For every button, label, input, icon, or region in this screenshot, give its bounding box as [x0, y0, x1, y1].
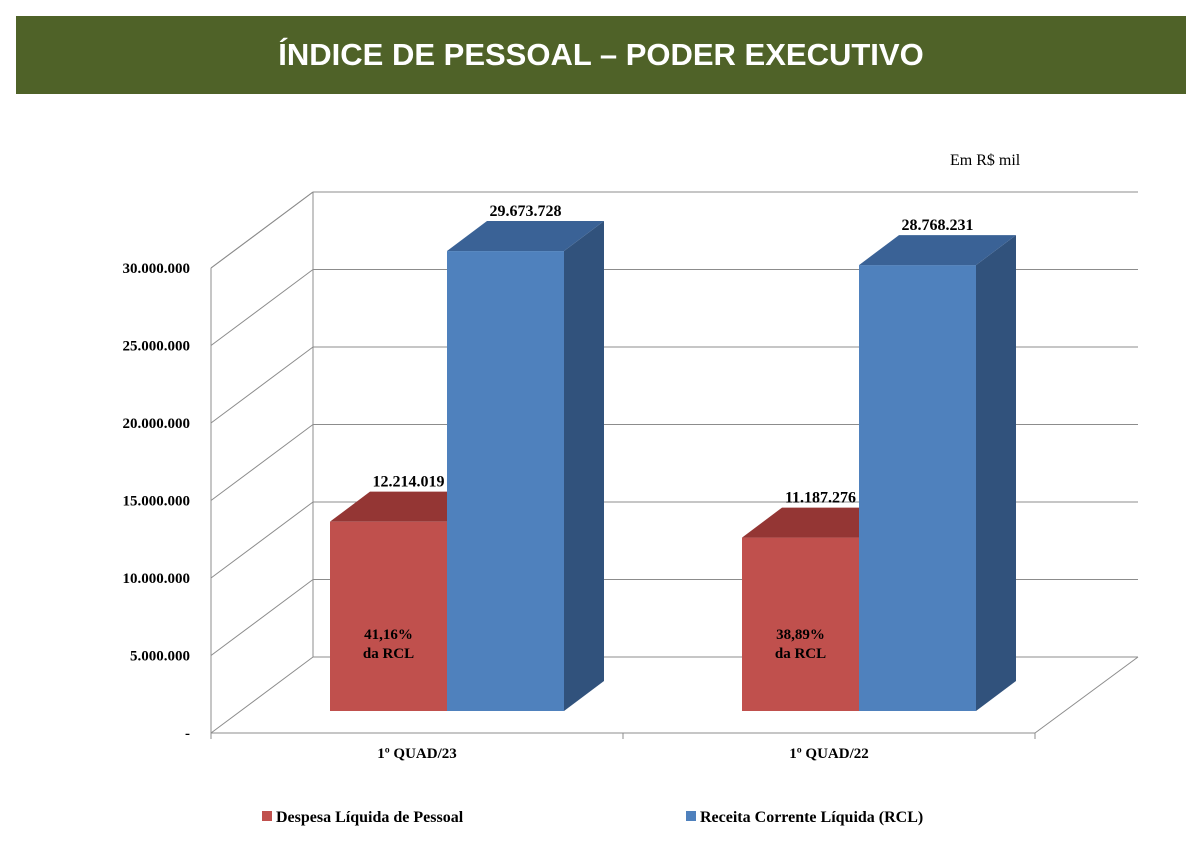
title-banner: ÍNDICE DE PESSOAL – PODER EXECUTIVO	[16, 16, 1186, 94]
y-tick-label: 20.000.000	[123, 416, 191, 432]
y-tick-label: 30.000.000	[123, 261, 191, 277]
data-label: 12.214.019	[373, 474, 445, 491]
gridline-side	[210, 346, 314, 424]
gridline-side	[210, 424, 314, 501]
bar-top	[447, 221, 604, 252]
bar-front	[330, 521, 447, 711]
data-label: 28.768.231	[902, 217, 974, 234]
y-tick-label: 15.000.000	[123, 494, 191, 510]
legend-label: Receita Corrente Líquida (RCL)	[700, 809, 923, 826]
gridline-side	[210, 191, 314, 269]
legend-label: Despesa Líquida de Pessoal	[276, 809, 464, 826]
bar-side	[976, 235, 1016, 712]
y-tick-label: -	[185, 726, 190, 742]
bar-front	[742, 537, 859, 711]
legend-swatch	[686, 811, 696, 821]
gridline-side	[210, 579, 314, 656]
floor-edge	[1034, 656, 1139, 734]
gridline-side	[210, 656, 314, 734]
bar-inner-label: da RCL	[775, 646, 826, 662]
chart-title: ÍNDICE DE PESSOAL – PODER EXECUTIVO	[278, 37, 924, 72]
y-tick-label: 25.000.000	[123, 339, 191, 355]
legend-swatch	[262, 811, 272, 821]
x-tick-label: 1º QUAD/22	[789, 746, 869, 762]
bar-inner-label: 41,16%	[364, 627, 413, 643]
bar-front	[447, 251, 564, 711]
y-tick-label: 5.000.000	[130, 649, 190, 665]
unit-note: Em R$ mil	[950, 152, 1021, 169]
data-label: 29.673.728	[490, 203, 562, 220]
bar-inner-label: da RCL	[363, 646, 414, 662]
bar-side	[564, 221, 604, 711]
gridline-side	[210, 269, 314, 346]
data-label: 11.187.276	[785, 490, 856, 507]
bar-front	[859, 265, 976, 711]
bar-inner-label: 38,89%	[776, 627, 825, 643]
gridline-side	[210, 501, 314, 579]
bar-top	[859, 235, 1016, 266]
y-tick-label: 10.000.000	[123, 571, 191, 587]
x-tick-label: 1º QUAD/23	[377, 746, 457, 762]
